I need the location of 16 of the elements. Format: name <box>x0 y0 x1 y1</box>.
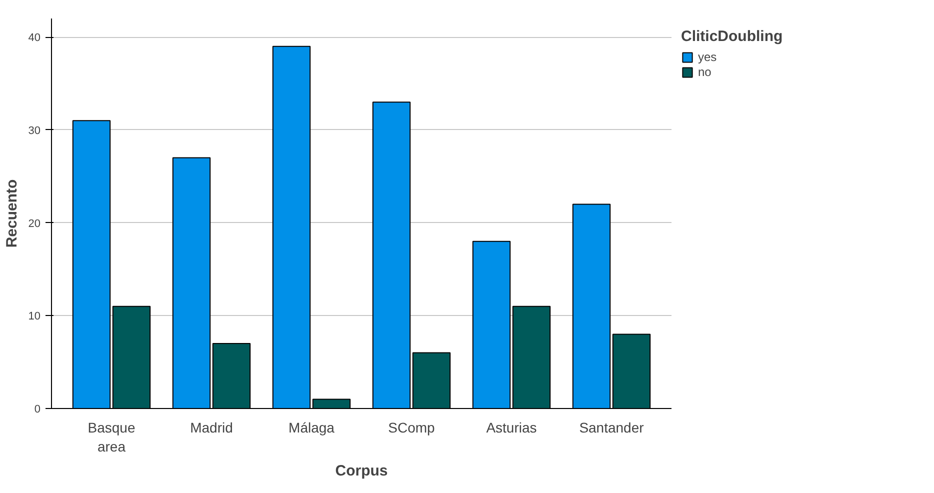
y-tick-label: 20 <box>28 218 41 230</box>
x-axis-title: Corpus <box>335 462 388 480</box>
x-tick-label: Asturias <box>486 420 537 436</box>
x-tick-label: Basque area <box>88 420 136 455</box>
y-tick-label: 10 <box>28 310 41 323</box>
legend-label: yes <box>698 50 718 64</box>
legend-label: no <box>698 65 712 79</box>
y-tick-label: 30 <box>28 124 41 137</box>
y-tick-label: 40 <box>28 32 41 44</box>
legend-title: CliticDoubling <box>681 28 783 45</box>
x-tick-label: Málaga <box>288 420 335 436</box>
x-tick-label: Santander <box>579 420 644 436</box>
x-tick-label: Madrid <box>190 420 233 436</box>
y-tick-label: 0 <box>34 404 41 416</box>
x-tick-label: SComp <box>388 420 436 436</box>
y-axis-title: Recuento <box>3 179 20 248</box>
